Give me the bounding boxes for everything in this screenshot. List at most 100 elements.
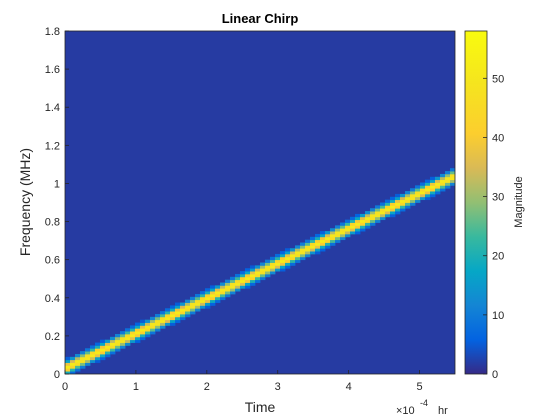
x-exponent-unit: hr <box>438 405 448 417</box>
heatmap-cell <box>445 182 451 186</box>
heatmap-cell <box>345 225 351 229</box>
colorbar-tick-label: 20 <box>492 251 504 263</box>
heatmap-cell <box>425 185 431 189</box>
heatmap-cell <box>100 353 106 358</box>
heatmap-cell <box>335 228 341 232</box>
heatmap-cell <box>170 316 176 321</box>
heatmap-cell <box>65 359 71 363</box>
heatmap-cell <box>335 239 341 243</box>
heatmap-cell <box>160 322 166 326</box>
heatmap-cell <box>270 262 276 266</box>
heatmap-cell <box>330 231 336 235</box>
heatmap-cell <box>295 248 301 252</box>
heatmap-cell <box>90 351 96 355</box>
heatmap-cell <box>285 265 291 269</box>
heatmap-cell <box>240 271 246 275</box>
heatmap-cell <box>325 239 331 243</box>
heatmap-cell <box>310 239 316 243</box>
heatmap-cell <box>235 285 241 289</box>
heatmap-cell <box>80 353 86 358</box>
heatmap-cell <box>100 351 106 355</box>
heatmap-cell <box>220 293 226 298</box>
heatmap-cell <box>350 231 356 235</box>
heatmap-cell <box>410 199 416 203</box>
heatmap-cell <box>250 268 256 272</box>
heatmap-cell <box>350 216 356 221</box>
heatmap-cell <box>415 188 421 192</box>
heatmap-cell <box>255 273 261 278</box>
heatmap-cell <box>210 285 216 289</box>
heatmap-cell <box>380 208 386 212</box>
heatmap-cell <box>75 359 81 363</box>
heatmap-cell <box>285 262 291 266</box>
heatmap-cell <box>190 308 196 312</box>
plot-border <box>64 30 456 375</box>
heatmap-cell <box>305 253 311 258</box>
heatmap-cell <box>405 196 411 201</box>
heatmap-cell <box>280 253 286 258</box>
heatmap-cell <box>235 282 241 286</box>
heatmap-cell <box>115 336 121 341</box>
heatmap-cell <box>95 356 101 361</box>
heatmap-cell <box>390 213 396 218</box>
heatmap-cell <box>100 342 106 346</box>
heatmap-cell <box>335 231 341 235</box>
heatmap-cell <box>315 242 321 246</box>
heatmap-cell <box>125 339 131 343</box>
heatmap-cell <box>115 348 121 352</box>
heatmap-cell <box>210 299 216 303</box>
heatmap-cell <box>185 302 191 306</box>
heatmap-cell <box>110 351 116 355</box>
heatmap-cell <box>370 219 376 223</box>
heatmap-cell <box>380 216 386 221</box>
heatmap-cell <box>100 348 106 352</box>
heatmap-cell <box>140 325 146 329</box>
heatmap-cell <box>190 299 196 303</box>
heatmap-cell <box>355 231 361 235</box>
heatmap-cell <box>270 271 276 275</box>
heatmap-cell <box>75 353 81 358</box>
heatmap-cell <box>255 279 261 283</box>
heatmap-cell <box>150 319 156 323</box>
heatmap-cell <box>155 325 161 329</box>
heatmap-cell <box>375 216 381 221</box>
heatmap-cell <box>275 265 281 269</box>
colorbar-tick-label: 50 <box>492 73 504 85</box>
colorbar: 0 10 20 30 40 50 Magnitude <box>464 30 525 381</box>
heatmap-cell <box>170 313 176 318</box>
heatmap-cell <box>305 239 311 243</box>
heatmap-cell <box>275 256 281 261</box>
heatmap-cell <box>225 285 231 289</box>
heatmap-cell <box>150 331 156 335</box>
heatmap-cell <box>205 291 211 295</box>
heatmap-cell <box>200 299 206 303</box>
heatmap-cell <box>145 325 151 329</box>
x-exponent: ×10 -4 hr <box>396 398 448 417</box>
heatmap-cell <box>115 345 121 349</box>
heatmap-cell <box>210 288 216 292</box>
colorbar-tick-label: 10 <box>492 310 504 322</box>
heatmap-cell <box>215 291 221 295</box>
heatmap-cell <box>210 293 216 298</box>
heatmap-cell <box>240 282 246 286</box>
heatmap-cell <box>285 251 291 255</box>
heatmap-cell <box>385 211 391 215</box>
heatmap-cell <box>85 356 91 361</box>
heatmap-cell <box>300 245 306 249</box>
heatmap-cell <box>340 228 346 232</box>
heatmap-cell <box>335 233 341 238</box>
heatmap-cell <box>110 348 116 352</box>
heatmap-cell <box>185 311 191 315</box>
heatmap-cell <box>200 305 206 309</box>
heatmap-cell <box>355 222 361 226</box>
heatmap-cell <box>385 202 391 206</box>
heatmap-cell <box>95 353 101 358</box>
y-axis-label: Frequency (MHz) <box>17 148 33 256</box>
heatmap-cell <box>135 331 141 335</box>
heatmap-cell <box>135 325 141 329</box>
heatmap-cell <box>325 236 331 241</box>
heatmap-cell <box>225 279 231 283</box>
heatmap-cell <box>70 359 76 363</box>
heatmap-cell <box>290 259 296 263</box>
heatmap-cell <box>230 282 236 286</box>
